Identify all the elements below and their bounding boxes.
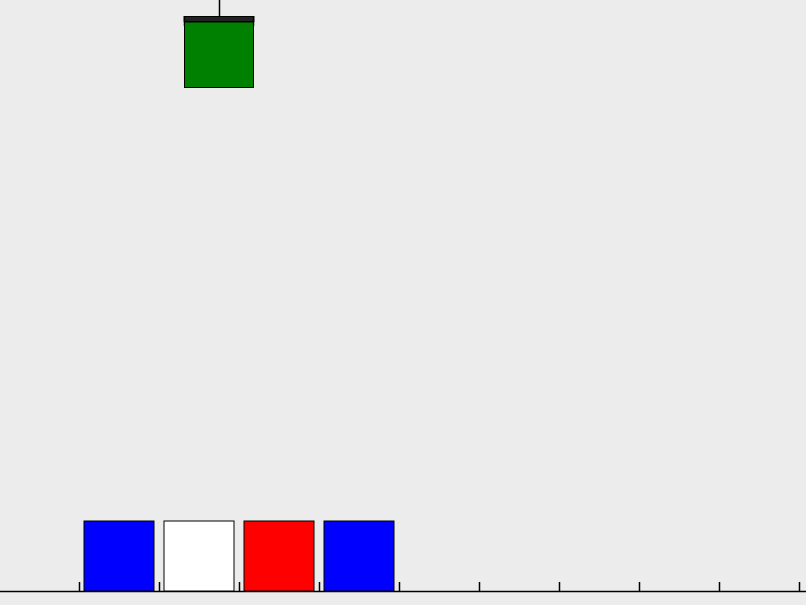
white-block[interactable] <box>163 520 235 592</box>
ground-blocks <box>83 520 395 592</box>
crane-gripper <box>183 16 255 22</box>
ground <box>0 582 806 593</box>
red-block[interactable] <box>243 520 315 592</box>
blue-block[interactable] <box>83 520 155 592</box>
blue-block[interactable] <box>323 520 395 592</box>
held-block[interactable] <box>184 21 254 88</box>
